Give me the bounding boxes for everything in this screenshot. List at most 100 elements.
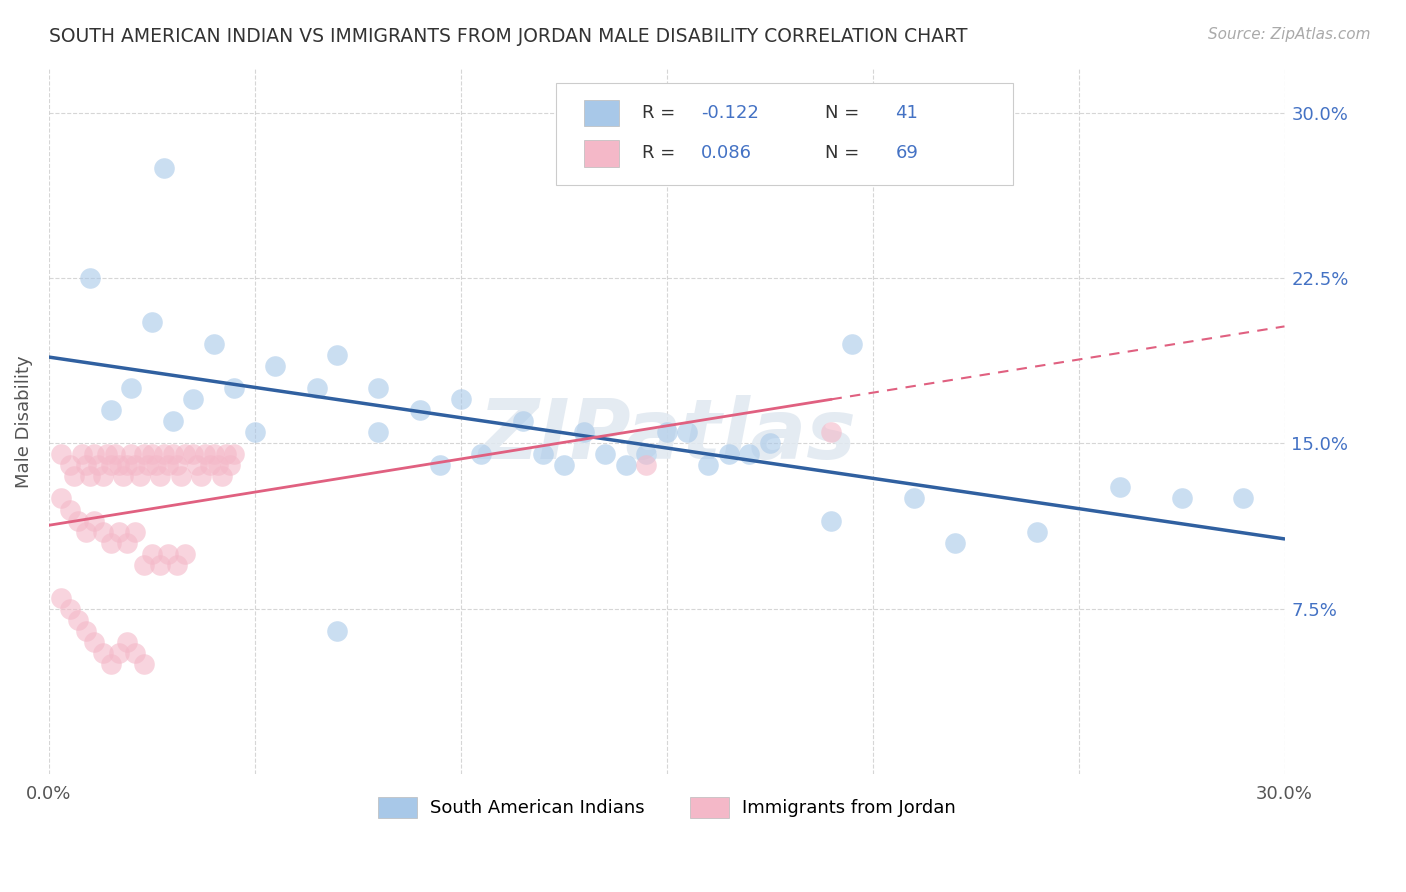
Point (108, 646, 131, 660)
Legend: South American Indians, Immigrants from Jordan: South American Indians, Immigrants from … (370, 789, 963, 825)
Point (207, 458, 229, 473)
Point (211, 469, 233, 483)
Point (124, 646, 146, 660)
Point (62, 469, 84, 483)
Point (173, 447, 195, 461)
Point (128, 469, 150, 483)
Text: R =: R = (643, 104, 681, 122)
Point (1232, 491, 1254, 506)
Point (636, 447, 658, 461)
Point (51, 447, 73, 461)
Point (636, 458, 658, 473)
Point (512, 414, 534, 428)
Point (367, 425, 389, 440)
Point (408, 403, 430, 417)
Point (219, 458, 242, 473)
Point (470, 447, 492, 461)
Bar (583, 100, 619, 127)
Point (326, 624, 349, 638)
Point (450, 392, 472, 407)
FancyBboxPatch shape (555, 83, 1012, 185)
Point (132, 447, 155, 461)
Point (903, 491, 925, 506)
Point (51, 491, 73, 506)
Text: N =: N = (825, 104, 865, 122)
Point (66, 613, 89, 627)
Point (157, 458, 180, 473)
Point (153, 447, 176, 461)
Point (132, 558, 155, 572)
Point (1108, 480, 1130, 494)
Point (181, 392, 204, 407)
Point (190, 469, 212, 483)
Point (215, 447, 238, 461)
Point (66, 514, 89, 528)
Point (367, 381, 389, 395)
Point (429, 458, 451, 473)
Point (614, 458, 637, 473)
Point (166, 458, 188, 473)
Point (51, 591, 73, 605)
Point (202, 337, 225, 351)
Point (120, 447, 142, 461)
Point (157, 547, 180, 561)
Text: 41: 41 (896, 104, 918, 122)
Point (1170, 491, 1192, 506)
Point (87, 458, 110, 473)
Point (186, 458, 208, 473)
Text: ZIPatlas: ZIPatlas (478, 395, 856, 476)
Point (83, 447, 105, 461)
Point (224, 447, 246, 461)
Point (574, 425, 596, 440)
Point (243, 425, 266, 440)
Point (115, 458, 138, 473)
Point (149, 558, 172, 572)
Point (75, 458, 97, 473)
Point (136, 458, 159, 473)
Point (100, 458, 122, 473)
Point (145, 458, 167, 473)
Point (70, 447, 93, 461)
Point (108, 458, 131, 473)
Point (58, 458, 80, 473)
Point (58, 502, 80, 516)
Point (83, 514, 105, 528)
Point (132, 657, 155, 671)
Point (820, 425, 842, 440)
Text: R =: R = (643, 145, 681, 162)
Text: -0.122: -0.122 (702, 104, 759, 122)
Point (100, 535, 122, 549)
Point (112, 469, 135, 483)
Point (124, 524, 146, 539)
Point (79, 469, 101, 483)
Point (655, 425, 678, 440)
Text: 0.086: 0.086 (702, 145, 752, 162)
Text: N =: N = (825, 145, 865, 162)
Point (758, 436, 780, 450)
Point (1026, 524, 1049, 539)
Point (141, 447, 163, 461)
Point (96, 447, 118, 461)
Text: Source: ZipAtlas.com: Source: ZipAtlas.com (1208, 27, 1371, 42)
Point (58, 601, 80, 615)
Y-axis label: Male Disability: Male Disability (15, 355, 32, 488)
Point (91, 646, 114, 660)
Point (194, 447, 217, 461)
Point (141, 315, 163, 329)
Point (820, 514, 842, 528)
Point (100, 657, 122, 671)
Point (149, 469, 172, 483)
Point (166, 558, 188, 572)
Point (224, 381, 246, 395)
Point (264, 359, 287, 374)
Point (124, 458, 146, 473)
Point (553, 458, 575, 473)
Point (104, 447, 127, 461)
Point (676, 425, 699, 440)
Bar (583, 140, 619, 167)
Point (531, 447, 554, 461)
Text: SOUTH AMERICAN INDIAN VS IMMIGRANTS FROM JORDAN MALE DISABILITY CORRELATION CHAR: SOUTH AMERICAN INDIAN VS IMMIGRANTS FROM… (49, 27, 967, 45)
Point (305, 381, 328, 395)
Point (173, 547, 195, 561)
Point (738, 447, 761, 461)
